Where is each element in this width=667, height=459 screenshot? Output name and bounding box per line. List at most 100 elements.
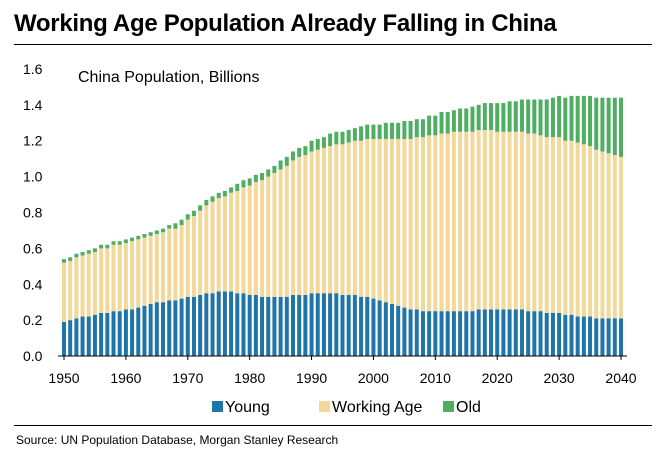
bar-old-1990: [309, 140, 314, 152]
bar-young-1987: [290, 295, 295, 356]
bar-young-1964: [148, 303, 153, 356]
x-tick-label-2000: 2000: [358, 370, 389, 386]
bar-old-1959: [117, 241, 122, 245]
bar-young-2013: [451, 311, 456, 356]
bar-working-age-1994: [334, 144, 339, 294]
bar-old-1977: [229, 187, 234, 193]
bar-working-age-1985: [278, 169, 283, 297]
bar-working-age-1986: [284, 165, 289, 297]
bar-working-age-1980: [247, 185, 252, 296]
bar-old-2022: [507, 101, 512, 132]
bar-young-1963: [142, 305, 147, 356]
bar-young-1966: [161, 302, 166, 356]
bar-old-1952: [74, 253, 79, 258]
legend-swatch-young: [212, 401, 223, 412]
bar-old-2039: [612, 97, 617, 156]
bar-working-age-2008: [420, 137, 425, 312]
bar-old-2040: [619, 97, 623, 157]
bar-old-1964: [148, 232, 153, 236]
bar-working-age-1983: [266, 176, 271, 297]
bar-young-1995: [340, 295, 345, 356]
bar-old-2015: [464, 108, 469, 132]
bar-old-1997: [352, 128, 357, 141]
legend-label-old: Old: [456, 399, 481, 416]
bar-old-2027: [538, 99, 543, 136]
bar-old-2024: [519, 99, 524, 132]
bar-working-age-2019: [489, 129, 494, 310]
bar-working-age-2015: [464, 131, 469, 312]
bar-working-age-2004: [396, 138, 401, 306]
bar-old-2025: [526, 99, 531, 134]
bar-young-2019: [489, 309, 494, 356]
bar-working-age-2001: [377, 138, 382, 301]
bar-working-age-1966: [161, 232, 166, 303]
legend-label-young: Young: [225, 399, 270, 416]
bar-working-age-2032: [569, 140, 574, 315]
bar-old-2002: [383, 122, 388, 139]
bar-old-1953: [80, 251, 85, 256]
bar-young-1993: [328, 293, 333, 356]
bar-young-1953: [80, 316, 85, 356]
bar-young-1979: [241, 293, 246, 356]
bar-young-1969: [179, 298, 184, 356]
bar-young-1986: [284, 296, 289, 356]
bar-working-age-2039: [612, 155, 617, 319]
bar-working-age-1990: [309, 151, 314, 294]
bar-young-1951: [68, 320, 73, 357]
bar-working-age-1952: [74, 257, 79, 319]
bar-working-age-1978: [235, 190, 240, 294]
bar-working-age-2013: [451, 131, 456, 312]
bar-old-2011: [439, 112, 444, 134]
bar-old-1998: [359, 126, 364, 141]
bar-young-1974: [210, 293, 215, 356]
bar-young-2014: [458, 311, 463, 356]
bar-working-age-2036: [594, 149, 599, 319]
bar-young-2029: [550, 312, 555, 356]
bar-young-2026: [532, 311, 537, 356]
bar-old-1967: [167, 225, 172, 229]
bar-young-1985: [278, 296, 283, 356]
bar-old-1957: [105, 244, 110, 249]
bar-working-age-2003: [390, 138, 395, 304]
bar-old-1994: [334, 131, 339, 145]
bar-young-1959: [117, 311, 122, 356]
bar-old-1993: [328, 133, 333, 147]
bar-young-1984: [272, 296, 277, 356]
bar-young-1971: [191, 296, 196, 356]
bar-young-2025: [526, 311, 531, 356]
bar-working-age-1957: [105, 248, 110, 313]
bar-old-2007: [414, 119, 419, 138]
bar-working-age-1995: [340, 144, 345, 296]
bar-young-1975: [216, 291, 221, 356]
bar-young-2036: [594, 318, 599, 356]
x-tick-label-1970: 1970: [172, 370, 203, 386]
bar-young-2004: [396, 305, 401, 356]
bar-old-1955: [92, 248, 97, 252]
bar-young-1972: [198, 295, 203, 356]
bar-old-1976: [222, 190, 227, 197]
bar-young-2006: [408, 309, 413, 356]
bar-working-age-1999: [365, 138, 370, 297]
bar-young-2003: [390, 303, 395, 356]
bar-working-age-2020: [495, 131, 500, 310]
legend: Young Working Age Old: [212, 399, 481, 416]
bar-old-1963: [142, 234, 147, 238]
bar-working-age-1969: [179, 225, 184, 299]
bar-working-age-1987: [290, 160, 295, 296]
bar-working-age-2005: [402, 138, 407, 308]
bar-old-1985: [278, 160, 283, 170]
bar-young-1981: [253, 295, 258, 356]
bar-old-1988: [297, 147, 302, 157]
y-tick-label-0.0: 0.0: [23, 348, 43, 364]
bar-working-age-2031: [563, 140, 568, 315]
bar-working-age-1997: [352, 140, 357, 296]
bar-working-age-1991: [315, 149, 320, 294]
bar-old-1983: [266, 169, 271, 177]
y-tick-label-1.6: 1.6: [23, 61, 43, 77]
bar-old-2000: [371, 124, 376, 139]
bar-working-age-2002: [383, 138, 388, 303]
bar-young-1962: [136, 307, 141, 356]
bar-working-age-1953: [80, 255, 85, 317]
bar-young-1960: [123, 309, 128, 356]
bar-working-age-1971: [191, 216, 196, 297]
